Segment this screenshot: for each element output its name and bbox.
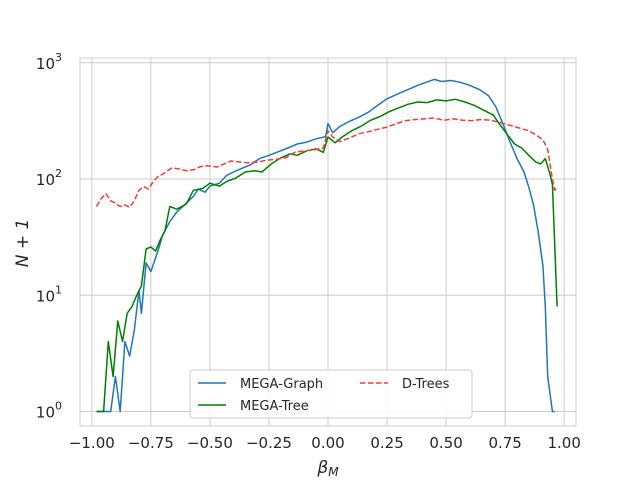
legend-frame <box>189 369 473 419</box>
x-tick-label: −0.25 <box>246 434 292 452</box>
x-tick-label: −0.50 <box>187 434 233 452</box>
x-tick-label: 0.25 <box>370 434 403 452</box>
y-tick-exponent: 0 <box>55 399 62 412</box>
legend: MEGA-Graph MEGA-Tree D-Trees <box>189 369 473 419</box>
y-tick-exponent: 1 <box>55 283 62 296</box>
x-axis-label-base: β <box>316 458 328 478</box>
x-tick-label: 0.50 <box>429 434 462 452</box>
series-line-mega-tree <box>96 98 558 413</box>
y-tick-base: 10 <box>36 403 55 421</box>
series-line-mega-graph <box>96 78 555 413</box>
legend-label: D-Trees <box>402 377 450 392</box>
y-tick-base: 10 <box>36 55 55 73</box>
y-tick-exponent: 3 <box>55 51 62 64</box>
x-tick-label: 1.00 <box>547 434 580 452</box>
x-tick-label: −0.75 <box>128 434 174 452</box>
x-tick-label: −1.00 <box>69 434 115 452</box>
legend-label: MEGA-Tree <box>240 399 309 414</box>
y-axis-label: N + 1 <box>13 219 33 268</box>
y-tick-label: 100 <box>36 399 62 421</box>
y-tick-exponent: 2 <box>55 167 62 180</box>
y-tick-label: 103 <box>36 51 62 73</box>
x-axis-label: βM <box>316 458 339 479</box>
series-line-d-trees <box>95 117 558 209</box>
y-tick-label: 102 <box>36 167 62 189</box>
y-tick-base: 10 <box>36 171 55 189</box>
legend-label: MEGA-Graph <box>240 377 323 392</box>
y-tick-label: 101 <box>36 283 62 305</box>
plot-frame <box>79 57 577 427</box>
x-tick-label: 0.00 <box>311 434 344 452</box>
y-tick-base: 10 <box>36 287 55 305</box>
series-layer <box>95 78 558 413</box>
x-axis-label-sub: M <box>328 465 339 479</box>
x-tick-labels: −1.00 −0.75 −0.50 −0.25 0.00 0.25 0.50 0.75 1.00 <box>69 434 581 452</box>
x-tick-label: 0.75 <box>488 434 521 452</box>
